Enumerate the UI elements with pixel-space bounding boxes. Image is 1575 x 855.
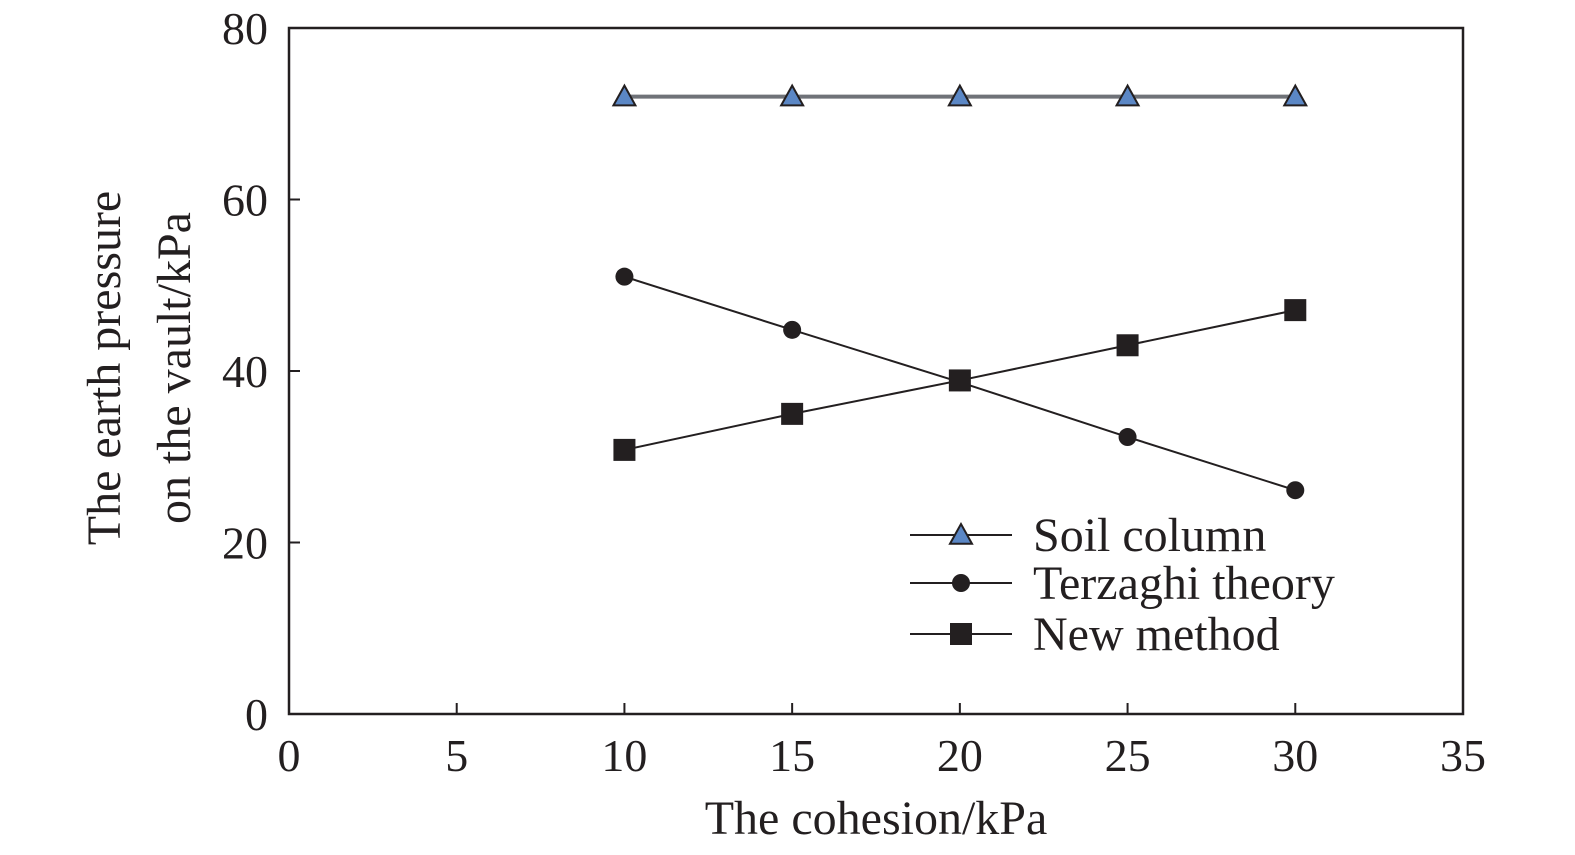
x-tick-label: 30 bbox=[1272, 730, 1318, 781]
legend-label: New method bbox=[1033, 608, 1280, 661]
data-point bbox=[1282, 83, 1308, 107]
series-square bbox=[613, 299, 1307, 461]
legend-item: Soil column bbox=[910, 509, 1266, 562]
series-group bbox=[611, 83, 1308, 500]
legend-item: Terzaghi theory bbox=[910, 557, 1335, 610]
x-tick-label: 0 bbox=[278, 730, 301, 781]
series-triangle bbox=[611, 83, 1308, 107]
x-tick-label: 10 bbox=[601, 730, 647, 781]
x-tick-label: 35 bbox=[1440, 730, 1486, 781]
x-tick-label: 25 bbox=[1105, 730, 1151, 781]
legend-marker bbox=[950, 623, 972, 645]
x-axis-title: The cohesion/kPa bbox=[705, 792, 1048, 845]
data-point bbox=[1286, 481, 1305, 500]
x-tick-label: 5 bbox=[445, 730, 468, 781]
axis-titles: The cohesion/kPa The earth pressure on t… bbox=[78, 191, 1047, 845]
legend-marker bbox=[948, 521, 974, 545]
data-point bbox=[783, 320, 802, 339]
legend-item: New method bbox=[910, 608, 1280, 661]
data-point bbox=[613, 438, 636, 461]
y-tick-label: 40 bbox=[222, 346, 268, 397]
data-point bbox=[615, 267, 634, 286]
y-axis-title-line-2: on the vault/kPa bbox=[148, 212, 201, 524]
data-point bbox=[1284, 299, 1307, 322]
y-tick-label: 80 bbox=[222, 3, 268, 54]
legend-label: Terzaghi theory bbox=[1033, 557, 1335, 610]
data-point bbox=[781, 402, 804, 425]
y-tick-label: 0 bbox=[245, 689, 268, 740]
data-point bbox=[947, 83, 973, 107]
data-point bbox=[1116, 334, 1139, 357]
y-tick-label: 60 bbox=[222, 175, 268, 226]
plot-frame bbox=[287, 26, 1465, 716]
x-tick-label: 15 bbox=[769, 730, 815, 781]
data-point bbox=[1114, 83, 1141, 107]
x-tick-label: 20 bbox=[937, 730, 983, 781]
y-axis-title-line-1: The earth pressure bbox=[78, 191, 131, 546]
y-tick-label: 20 bbox=[222, 518, 268, 569]
legend-marker bbox=[952, 574, 970, 592]
data-point bbox=[779, 83, 805, 107]
axis-ticks: 0 5 10 15 20 25 30 35 0 20 40 60 80 bbox=[222, 3, 1486, 781]
data-point bbox=[611, 83, 638, 107]
data-point bbox=[948, 369, 971, 392]
data-point bbox=[1118, 428, 1137, 447]
legend-label: Soil column bbox=[1033, 509, 1266, 562]
